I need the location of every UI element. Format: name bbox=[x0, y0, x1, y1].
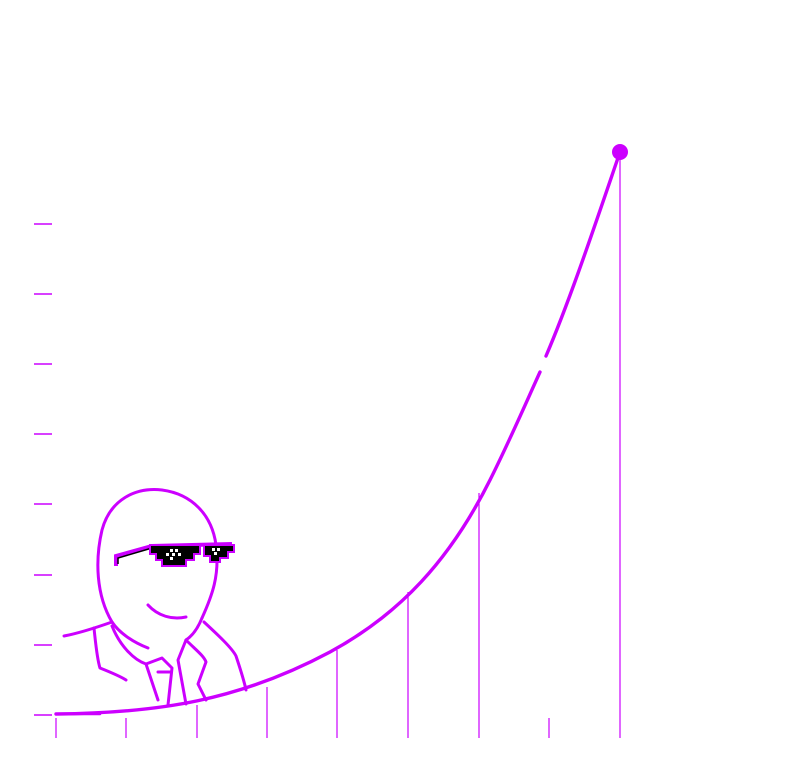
right-jacket bbox=[184, 638, 208, 702]
x-ticks bbox=[55, 705, 550, 738]
sunglasses-icon bbox=[114, 542, 235, 567]
neck-left bbox=[110, 620, 150, 650]
endpoint-dot-icon bbox=[612, 144, 628, 160]
head-outline bbox=[96, 488, 219, 624]
tie bbox=[144, 656, 174, 707]
growth-curve bbox=[54, 370, 542, 716]
neck-right bbox=[184, 616, 204, 642]
left-arm bbox=[92, 626, 128, 682]
sunglasses-arm-inner bbox=[117, 547, 153, 564]
right-lapel bbox=[176, 638, 188, 706]
right-lens bbox=[203, 544, 235, 563]
left-shoulder bbox=[62, 620, 114, 638]
person-with-sunglasses-icon bbox=[62, 488, 248, 707]
y-ticks bbox=[34, 223, 52, 716]
right-shoulder bbox=[202, 620, 248, 692]
lens-glints bbox=[166, 548, 220, 560]
smile bbox=[146, 603, 188, 620]
drop-lines bbox=[266, 152, 621, 738]
growth-curve-upper bbox=[544, 150, 622, 358]
